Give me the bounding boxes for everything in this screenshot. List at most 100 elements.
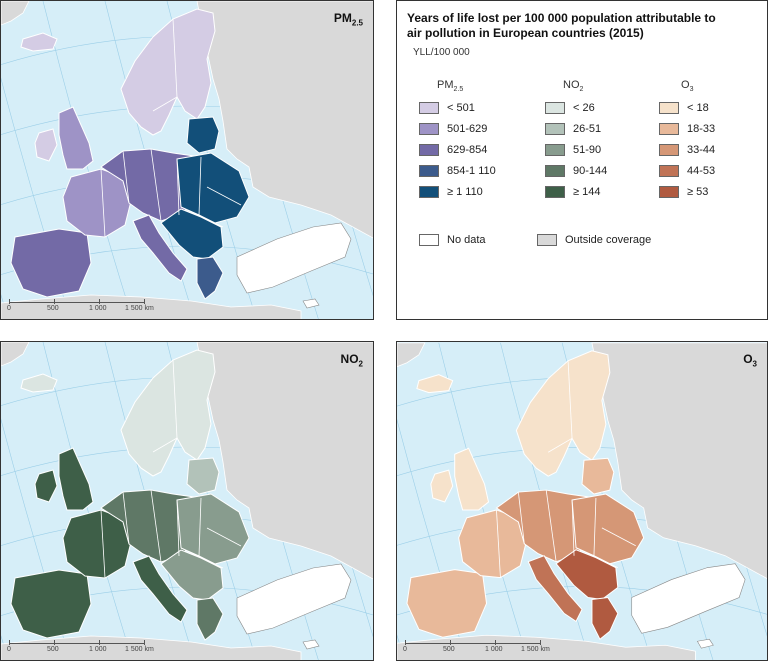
- region-baltic: [186, 116, 220, 154]
- pm25-map-panel: PM2.5 0 500 1 000 1 500 km: [0, 0, 374, 320]
- country-border: [172, 359, 178, 439]
- country-border: [100, 509, 106, 579]
- legend-swatch: [419, 186, 439, 198]
- legend-swatch: [659, 165, 679, 177]
- region-iceland: [416, 374, 454, 394]
- legend-item: 90-144: [545, 163, 607, 179]
- country-border: [575, 547, 618, 569]
- region-baltic: [186, 457, 220, 495]
- legend-item: 18-33: [659, 121, 715, 137]
- legend-item: 26-51: [545, 121, 607, 137]
- legend-swatch: [545, 123, 565, 135]
- region-iceland: [20, 32, 58, 52]
- legend-swatch: [419, 165, 439, 177]
- legend-column-no2: NO2 < 26 26-51 51-90 90-144 ≥ 144: [545, 79, 607, 200]
- country-border: [176, 499, 180, 557]
- country-border: [198, 156, 202, 216]
- country-border: [100, 168, 106, 238]
- country-border: [517, 492, 525, 544]
- legend-swatch: [659, 144, 679, 156]
- legend-column-header: O3: [681, 79, 694, 94]
- country-border: [547, 437, 573, 453]
- legend-swatch: [545, 144, 565, 156]
- country-border: [593, 498, 597, 556]
- greenland-outside: [1, 342, 30, 367]
- country-border: [180, 547, 224, 569]
- region-greece: [196, 597, 224, 641]
- region-italy: [132, 214, 188, 282]
- legend-swatch: [545, 165, 565, 177]
- region-balkans: [160, 549, 224, 601]
- africa-outside: [1, 635, 302, 660]
- o3-map: [397, 342, 767, 660]
- region-cyprus-no-data: [302, 298, 320, 309]
- country-border: [152, 96, 178, 112]
- country-border: [571, 499, 575, 556]
- legend-swatch: [545, 186, 565, 198]
- legend-item: 51-90: [545, 142, 607, 158]
- country-border: [152, 437, 178, 453]
- legend-item: ≥ 53: [659, 184, 715, 200]
- region-italy: [527, 555, 583, 623]
- legend-swatch: [419, 234, 439, 246]
- region-greece: [196, 256, 224, 300]
- legend-swatch: [659, 123, 679, 135]
- o3-map-panel: O3 0 500 1 000 1 500 km: [396, 341, 768, 661]
- legend-panel: Years of life lost per 100 000 populatio…: [396, 0, 768, 320]
- legend-swatch: [419, 123, 439, 135]
- country-border: [545, 490, 557, 562]
- legend-item: ≥ 144: [545, 184, 607, 200]
- country-border: [567, 360, 573, 439]
- legend-item-no-data: No data: [419, 234, 486, 246]
- legend-item: 33-44: [659, 142, 715, 158]
- country-border: [206, 527, 242, 547]
- country-border: [198, 497, 202, 557]
- region-balkans: [160, 208, 224, 260]
- legend-column-header: PM2.5: [437, 79, 464, 94]
- scale-bar: 0 500 1 000 1 500 km: [403, 640, 553, 656]
- country-border: [601, 527, 636, 547]
- country-border: [496, 509, 501, 578]
- region-cyprus-no-data: [302, 639, 320, 650]
- legend-item: 501-629: [419, 121, 496, 137]
- region-iceland: [20, 373, 58, 393]
- russia-outside: [196, 1, 373, 239]
- country-border: [122, 150, 130, 204]
- legend-swatch: [545, 102, 565, 114]
- greenland-outside: [397, 342, 426, 368]
- country-border: [172, 18, 178, 98]
- legend-swatch: [659, 186, 679, 198]
- greenland-outside: [1, 1, 30, 26]
- africa-outside: [397, 634, 696, 660]
- no2-map-panel: NO2 0 500 1 000 1 500 km: [0, 341, 374, 661]
- region-cyprus-no-data: [696, 638, 714, 649]
- region-italy: [132, 555, 188, 623]
- legend-swatch: [537, 234, 557, 246]
- pm25-map-title: PM2.5: [333, 11, 363, 28]
- legend-column-pm25: PM2.5 < 501 501-629 629-854 854-1 110 ≥ …: [419, 79, 496, 200]
- no2-map: [1, 342, 373, 660]
- scale-bar: 0 500 1 000 1 500 km: [7, 299, 157, 315]
- region-iberia: [10, 569, 92, 639]
- country-border: [140, 467, 154, 477]
- legend-item: ≥ 1 110: [419, 184, 496, 200]
- country-border: [140, 126, 154, 136]
- country-border: [150, 489, 162, 563]
- legend-swatch: [419, 102, 439, 114]
- country-border: [122, 491, 130, 545]
- pm25-map: [1, 1, 373, 319]
- region-ireland: [34, 128, 58, 162]
- no2-map-title: NO2: [340, 352, 363, 369]
- region-balkans: [555, 549, 619, 600]
- legend-item: 629-854: [419, 142, 496, 158]
- region-ireland: [34, 469, 58, 503]
- region-ireland: [430, 469, 454, 503]
- region-baltic: [581, 457, 615, 495]
- scale-bar: 0 500 1 000 1 500 km: [7, 640, 157, 656]
- region-britain: [58, 106, 94, 170]
- region-greece: [591, 596, 619, 641]
- legend-column-o3: O3 < 18 18-33 33-44 44-53 ≥ 53: [659, 79, 715, 200]
- africa-outside: [1, 294, 302, 319]
- o3-map-title: O3: [743, 352, 757, 369]
- legend-item: < 501: [419, 100, 496, 116]
